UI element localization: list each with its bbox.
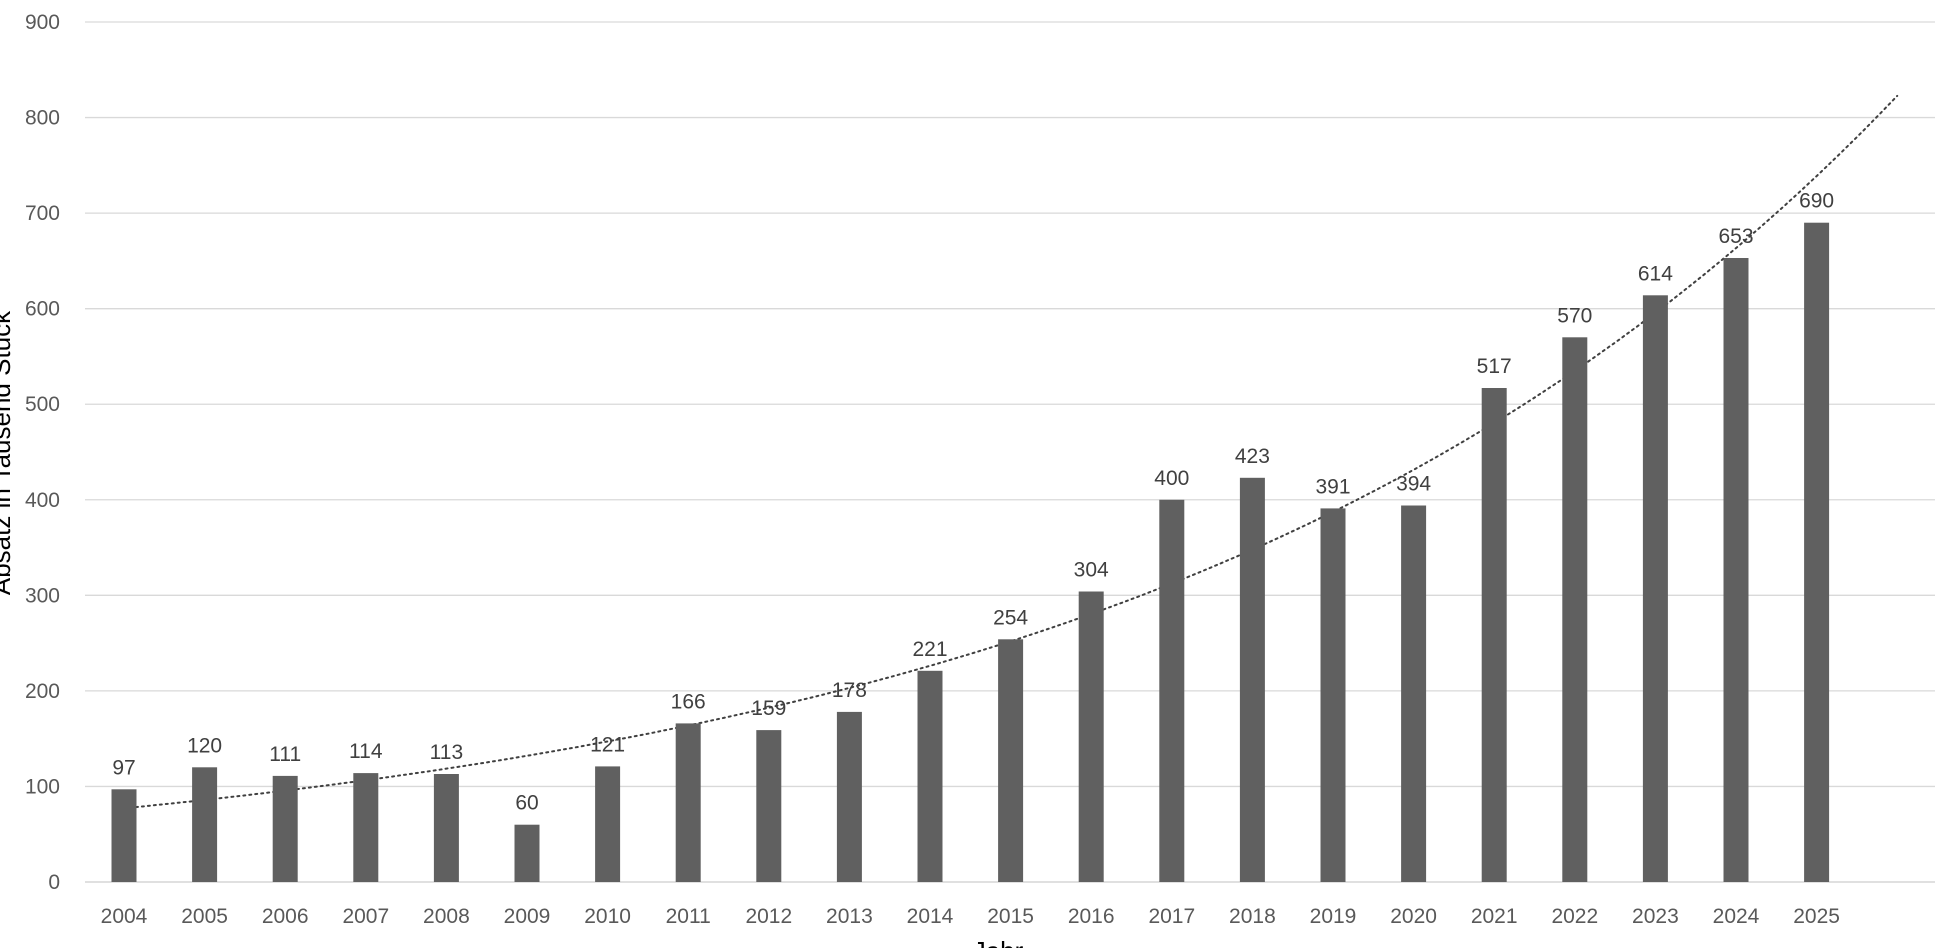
- data-label-2007: 114: [349, 740, 383, 763]
- data-label-2011: 166: [671, 690, 706, 713]
- bar-2020: [1401, 505, 1427, 882]
- y-tick-label: 900: [25, 11, 60, 34]
- data-label-2018: 423: [1235, 445, 1270, 468]
- data-label-2025: 690: [1799, 190, 1834, 213]
- x-axis-ticks: 2004 2005 2006 2007 2008 2009 2010 2011 2012 2013…: [101, 905, 1840, 928]
- data-label-2005: 120: [187, 734, 222, 757]
- bar-2021: [1481, 388, 1507, 882]
- x-tick-label: 2021: [1471, 905, 1518, 928]
- x-tick-label: 2013: [826, 905, 873, 928]
- bar-2022: [1562, 337, 1588, 882]
- gridlines: [85, 21, 1935, 883]
- x-tick-label: 2015: [987, 905, 1034, 928]
- data-label-2021: 517: [1477, 355, 1512, 378]
- data-label-2008: 113: [430, 741, 463, 764]
- x-tick-label: 2023: [1632, 905, 1679, 928]
- y-axis-title: Absatz in Tausend Stück: [0, 310, 16, 595]
- bar-2015: [998, 639, 1024, 882]
- data-label-2004: 97: [112, 756, 135, 779]
- x-tick-label: 2011: [666, 905, 711, 928]
- bar-2010: [595, 766, 621, 882]
- bar-2024: [1723, 258, 1749, 882]
- bar-2018: [1239, 477, 1265, 882]
- x-tick-label: 2024: [1713, 905, 1760, 928]
- x-tick-label: 2012: [745, 905, 792, 928]
- data-label-2014: 221: [912, 638, 947, 661]
- bar-2025: [1804, 222, 1830, 882]
- data-label-2022: 570: [1557, 304, 1592, 327]
- x-tick-label: 2019: [1310, 905, 1357, 928]
- bars: [111, 222, 1830, 882]
- data-label-2010: 121: [590, 733, 625, 756]
- data-label-2024: 653: [1718, 225, 1753, 248]
- bar-2004: [111, 789, 137, 882]
- y-tick-label: 700: [25, 202, 60, 225]
- x-tick-label: 2016: [1068, 905, 1115, 928]
- x-tick-label: 2004: [101, 905, 148, 928]
- data-label-2020: 394: [1396, 473, 1431, 496]
- y-tick-label: 500: [25, 393, 60, 416]
- y-tick-label: 800: [25, 107, 60, 130]
- y-tick-label: 200: [25, 680, 60, 703]
- x-tick-label: 2017: [1148, 905, 1195, 928]
- y-axis-ticks: 0 100 200 300 400 500 600 700 800 900: [25, 11, 60, 894]
- bar-2016: [1078, 591, 1104, 882]
- x-tick-label: 2007: [342, 905, 389, 928]
- bar-2013: [836, 711, 862, 882]
- bar-2008: [433, 774, 459, 882]
- x-tick-label: 2009: [504, 905, 551, 928]
- x-tick-label: 2025: [1793, 905, 1840, 928]
- y-tick-label: 0: [48, 871, 60, 894]
- data-label-2017: 400: [1154, 467, 1189, 490]
- x-tick-label: 2018: [1229, 905, 1276, 928]
- data-label-2009: 60: [515, 792, 538, 815]
- x-axis-title: Jahr: [973, 936, 1024, 948]
- x-tick-label: 2010: [584, 905, 631, 928]
- bar-2007: [353, 773, 379, 882]
- bar-2009: [514, 824, 540, 882]
- x-tick-label: 2006: [262, 905, 309, 928]
- data-label-2023: 614: [1638, 262, 1673, 285]
- y-tick-label: 100: [25, 775, 60, 798]
- bar-2011: [675, 723, 701, 882]
- data-label-2015: 254: [993, 606, 1028, 629]
- x-tick-label: 2020: [1390, 905, 1437, 928]
- bar-2006: [272, 775, 298, 882]
- bar-2017: [1159, 499, 1185, 882]
- data-labels: 97 120 111 114 113 60 121 166 159 178 221 254 304 400…: [112, 190, 1834, 815]
- bar-2005: [192, 767, 218, 882]
- data-label-2013: 178: [832, 679, 867, 702]
- x-tick-label: 2005: [181, 905, 228, 928]
- y-tick-label: 600: [25, 298, 60, 321]
- x-tick-label: 2008: [423, 905, 470, 928]
- y-tick-label: 400: [25, 489, 60, 512]
- bar-2019: [1320, 508, 1346, 882]
- bar-2023: [1642, 295, 1668, 882]
- y-tick-label: 300: [25, 584, 60, 607]
- data-label-2016: 304: [1074, 559, 1109, 582]
- data-label-2012: 159: [751, 697, 786, 720]
- bar-2014: [917, 670, 943, 882]
- bar-2012: [756, 730, 782, 882]
- data-label-2019: 391: [1315, 475, 1350, 498]
- data-label-2006: 111: [269, 743, 301, 766]
- x-tick-label: 2014: [907, 905, 954, 928]
- x-tick-label: 2022: [1551, 905, 1598, 928]
